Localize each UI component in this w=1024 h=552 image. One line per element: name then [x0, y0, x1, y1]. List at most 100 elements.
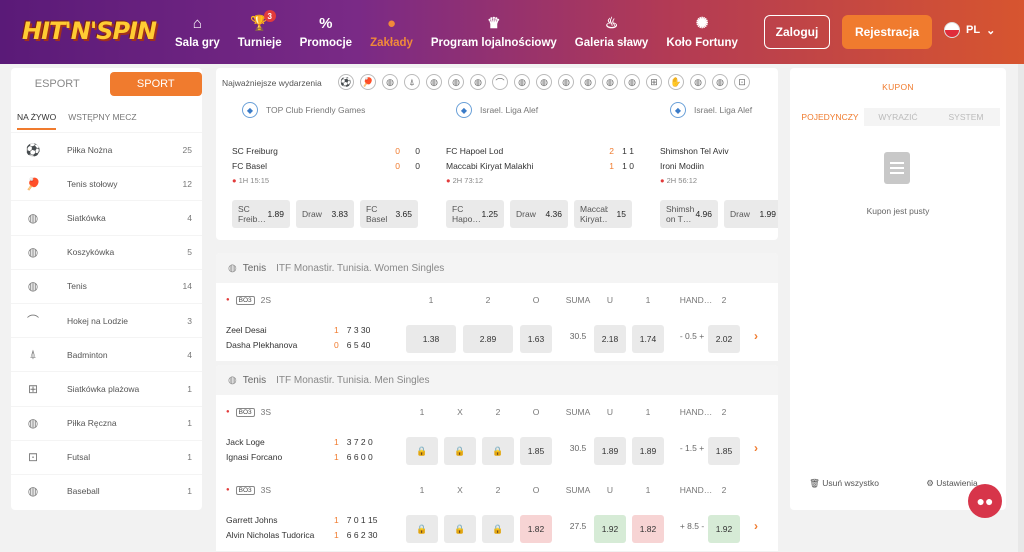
- tab-prematch[interactable]: WSTĘPNY MECZ: [68, 112, 137, 122]
- sport-filter-icon[interactable]: ✋: [668, 74, 684, 90]
- sport-filter-icon[interactable]: ◍: [602, 74, 618, 90]
- odds-button[interactable]: Draw 4.36: [510, 200, 568, 228]
- odds-button[interactable]: Draw 1.99: [724, 200, 778, 228]
- sport-filter-icon[interactable]: ⌒: [492, 74, 508, 90]
- nav-item[interactable]: ⌂ Sala gry: [166, 0, 229, 64]
- lock-icon: 🔒: [454, 523, 466, 534]
- nav-item[interactable]: 🏆 3 Turnieje: [229, 0, 291, 64]
- sport-row[interactable]: ◍ Tenis 14: [11, 268, 202, 303]
- featured-card[interactable]: ◆ Israel. Liga Alef FC Hapoel Lod 2 1 1 Macca…: [434, 102, 642, 234]
- odds-button[interactable]: 1.92: [708, 515, 740, 543]
- nav-item[interactable]: ♨ Galeria sławy: [566, 0, 658, 64]
- league-label: ITF Monastir. Tunisia. Men Singles: [276, 374, 430, 386]
- sport-name: Siatkówka plażowa: [67, 383, 140, 394]
- tab-system[interactable]: SYSTEM: [932, 108, 1000, 126]
- more-markets-arrow-icon[interactable]: ›: [754, 519, 758, 533]
- sport-filter-icon[interactable]: ◍: [448, 74, 464, 90]
- betslip-empty-text: Kupon jest pusty: [866, 206, 930, 216]
- sport-row[interactable]: ◍ Baseball 1: [11, 473, 202, 508]
- sport-filter-icon[interactable]: ◍: [426, 74, 442, 90]
- serve-indicator: 1: [334, 437, 339, 447]
- odds-label: FC Basel: [366, 204, 388, 224]
- tab-single[interactable]: POJEDYNCZY: [796, 108, 864, 126]
- sport-row[interactable]: ⊡ Futsal 1: [11, 439, 202, 474]
- odds-button[interactable]: Shimsh on T… 4.96: [660, 200, 718, 228]
- odds-button[interactable]: 1.38: [406, 325, 456, 353]
- away-scores: 6 5 40: [346, 340, 371, 350]
- sport-filter-icon[interactable]: ⊞: [646, 74, 662, 90]
- odds-button[interactable]: 1.85: [708, 437, 740, 465]
- featured-card[interactable]: ◆ Israel. Liga Alef Shimshon Tel Aviv Ironi…: [648, 102, 778, 234]
- odds-button[interactable]: 1.89: [632, 437, 664, 465]
- chat-button[interactable]: ●●: [968, 484, 1002, 518]
- tab-accumulator[interactable]: WYRAZIĆ: [864, 108, 932, 126]
- sport-row[interactable]: ◍ Koszykówka 5: [11, 234, 202, 269]
- sport-row[interactable]: ⊞ Siatkówka plażowa 1: [11, 371, 202, 405]
- sport-toggle[interactable]: SPORT: [109, 72, 202, 96]
- settings-button[interactable]: ⚙ Ustawienia: [898, 478, 1006, 489]
- clear-all-button[interactable]: 🗑 Usuń wszystko: [790, 478, 898, 489]
- language-selector[interactable]: PL ⌄: [944, 22, 995, 38]
- sport-row[interactable]: 🏓 Tenis stołowy 12: [11, 166, 202, 200]
- odds-button[interactable]: 2.89: [463, 325, 513, 353]
- odds-label: Maccabi Kiryat…: [580, 204, 608, 224]
- odds-button[interactable]: 2.02: [708, 325, 740, 353]
- odds-button[interactable]: SC Freib… 1.89: [232, 200, 290, 228]
- nav-label: Program lojalnościowy: [430, 37, 557, 49]
- odds-button[interactable]: 1.63: [520, 325, 552, 353]
- sport-row[interactable]: ⌒ Hokej na Lodzie 3: [11, 302, 202, 337]
- odds-button[interactable]: FC Basel 3.65: [360, 200, 418, 228]
- sport-filter-icon[interactable]: ◍: [470, 74, 486, 90]
- nav-item[interactable]: ♛ Program lojalnościowy: [422, 0, 566, 64]
- sport-filter-icon[interactable]: ⊡: [734, 74, 750, 90]
- sport-row[interactable]: ◍ Piłka Ręczna 1: [11, 405, 202, 440]
- sport-filter-icon[interactable]: ◍: [580, 74, 596, 90]
- sport-filter-icon[interactable]: ◍: [382, 74, 398, 90]
- sport-count: 1: [187, 418, 192, 429]
- nav-item[interactable]: % Promocje: [291, 0, 361, 64]
- odds-button[interactable]: 1.92: [594, 515, 626, 543]
- market-value: + 8.5 -: [679, 521, 705, 531]
- more-markets-arrow-icon[interactable]: ›: [754, 441, 758, 455]
- sport-filter-icon[interactable]: 🏓: [360, 74, 376, 90]
- sport-filter-icon[interactable]: ◍: [690, 74, 706, 90]
- sport-row[interactable]: ⚽ Piłka Nożna 25: [11, 132, 202, 166]
- nav-item[interactable]: ✺ Koło Fortuny: [657, 0, 747, 64]
- odds-button[interactable]: 1.74: [632, 325, 664, 353]
- odds-value: 1.89: [601, 446, 619, 456]
- column-header: HAND…: [679, 295, 713, 305]
- locked-odds-button: 🔒: [444, 437, 476, 465]
- odds-button[interactable]: FC Hapo… 1.25: [446, 200, 504, 228]
- sport-filter-icon[interactable]: ⚽: [338, 74, 354, 90]
- sport-filter-icon[interactable]: ⍋: [404, 74, 420, 90]
- odds-button[interactable]: Maccabi Kiryat… 15: [574, 200, 632, 228]
- register-button[interactable]: Rejestracja: [842, 15, 932, 49]
- tab-live[interactable]: NA ŻYWO: [17, 112, 57, 130]
- sport-count: 3: [187, 315, 192, 326]
- odds-button[interactable]: Draw 3.83: [296, 200, 354, 228]
- set-scores: 1 7 0 1 15 1 6 6 2 30: [334, 513, 377, 543]
- score: 2: [609, 146, 614, 156]
- login-button[interactable]: Zaloguj: [764, 15, 830, 49]
- sport-filter-icon[interactable]: ◍: [536, 74, 552, 90]
- more-markets-arrow-icon[interactable]: ›: [754, 329, 758, 343]
- odds-button[interactable]: 2.18: [594, 325, 626, 353]
- featured-title: Najważniejsze wydarzenia: [222, 78, 322, 88]
- nav-label: Zakłady: [370, 37, 413, 49]
- sport-row[interactable]: ⍋ Badminton 4: [11, 337, 202, 371]
- sport-row[interactable]: ◍ Siatkówka 4: [11, 200, 202, 234]
- sport-filter-icon[interactable]: ◍: [558, 74, 574, 90]
- odds-button[interactable]: 1.85: [520, 437, 552, 465]
- odds-button[interactable]: 1.82: [632, 515, 664, 543]
- sport-filter-icon[interactable]: ◍: [514, 74, 530, 90]
- featured-card[interactable]: ◆ TOP Club Friendly Games SC Freiburg 0 0 FC …: [220, 102, 428, 234]
- sport-filter-icon[interactable]: ◍: [624, 74, 640, 90]
- logo[interactable]: HIT'N'SPIN: [22, 17, 157, 45]
- odds-button[interactable]: 1.89: [594, 437, 626, 465]
- set-scores: 1 3 7 2 0 1 6 6 0 0: [334, 435, 373, 465]
- page-scrollbar[interactable]: [1018, 64, 1024, 552]
- odds-button[interactable]: 1.82: [520, 515, 552, 543]
- sport-filter-icon[interactable]: ◍: [712, 74, 728, 90]
- nav-item[interactable]: ● Zakłady: [361, 0, 422, 64]
- esport-toggle[interactable]: ESPORT: [34, 78, 80, 90]
